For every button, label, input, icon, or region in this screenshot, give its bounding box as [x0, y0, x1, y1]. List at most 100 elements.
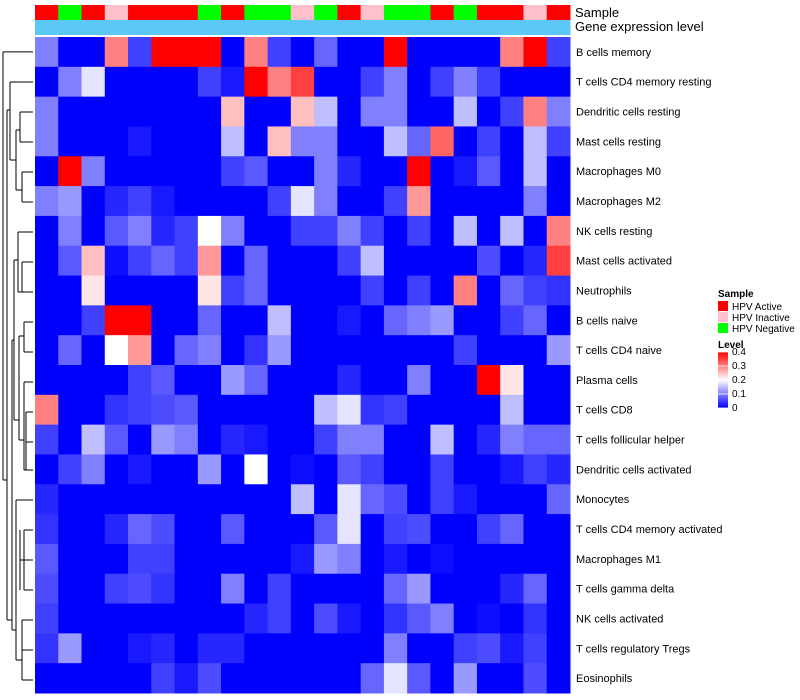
- heatmap-cell: [383, 156, 408, 187]
- heatmap-cell: [267, 335, 292, 366]
- heatmap-cell: [104, 335, 129, 366]
- heatmap-cell: [267, 66, 292, 98]
- heatmap-cell: [151, 633, 176, 664]
- heatmap-cell: [500, 454, 524, 485]
- heatmap-cell: [197, 484, 222, 515]
- sample-annotation-cell: [244, 5, 269, 20]
- heatmap-cell: [174, 633, 199, 664]
- heatmap-cell: [197, 305, 222, 336]
- level-tick-label: 0.1: [732, 389, 746, 400]
- heatmap-cell: [244, 275, 269, 306]
- heatmap-cell: [128, 126, 152, 157]
- level-tick-label: 0.3: [732, 361, 746, 372]
- heatmap-cell: [337, 245, 362, 277]
- heatmap-cell: [430, 394, 455, 426]
- heatmap-cell: [81, 424, 106, 455]
- heatmap-cell: [221, 305, 245, 336]
- heatmap-cell: [174, 514, 199, 545]
- heatmap-cell: [128, 365, 152, 396]
- heatmap-cell: [290, 96, 315, 127]
- heatmap-cell: [360, 305, 385, 336]
- heatmap-cell: [104, 275, 129, 306]
- heatmap-cell: [35, 186, 59, 217]
- expression-annotation-cell: [337, 20, 362, 35]
- heatmap-cell: [407, 663, 431, 694]
- heatmap-cell: [314, 365, 338, 396]
- heatmap-cell: [267, 365, 292, 396]
- sample-annotation-cell: [128, 5, 152, 20]
- heatmap-cell: [290, 543, 315, 575]
- heatmap-cell: [360, 156, 385, 187]
- heatmap-cell: [407, 126, 431, 157]
- heatmap-cell: [151, 66, 176, 98]
- expression-annotation-cell: [546, 20, 571, 35]
- heatmap-cell: [174, 66, 199, 98]
- heatmap-cell: [314, 633, 338, 664]
- heatmap-cell: [523, 126, 548, 157]
- heatmap-cell: [174, 394, 199, 426]
- heatmap-cell: [174, 37, 199, 68]
- heatmap-cell: [244, 215, 269, 247]
- heatmap-cell: [221, 633, 245, 664]
- heatmap-cell: [221, 37, 245, 68]
- heatmap-cell: [430, 156, 455, 187]
- heatmap-cell: [337, 305, 362, 336]
- heatmap-cell: [430, 484, 455, 515]
- heatmap-cell: [197, 365, 222, 396]
- heatmap-cell: [197, 215, 222, 247]
- heatmap-cell: [151, 663, 176, 694]
- heatmap-cell: [430, 305, 455, 336]
- heatmap-cell: [267, 543, 292, 575]
- heatmap-cell: [500, 394, 524, 426]
- heatmap-cell: [360, 186, 385, 217]
- heatmap-cell: [383, 245, 408, 277]
- heatmap-cell: [244, 663, 269, 694]
- heatmap-cell: [337, 514, 362, 545]
- heatmap-cell: [35, 633, 59, 664]
- heatmap-cell: [81, 156, 106, 187]
- heatmap-cell: [267, 663, 292, 694]
- heatmap-cell: [337, 663, 362, 694]
- heatmap-cell: [197, 96, 222, 127]
- heatmap-cell: [546, 484, 571, 515]
- heatmap-cell: [221, 573, 245, 605]
- row-label: Monocytes: [576, 494, 630, 506]
- expression-annotation-cell: [197, 20, 222, 35]
- heatmap-cell: [290, 186, 315, 217]
- heatmap-cell: [500, 603, 524, 634]
- heatmap-cell: [407, 186, 431, 217]
- heatmap-cell: [383, 215, 408, 247]
- heatmap-cell: [523, 514, 548, 545]
- heatmap-cell: [58, 514, 83, 545]
- heatmap-cell: [407, 156, 431, 187]
- heatmap-cell: [267, 484, 292, 515]
- heatmap-cell: [546, 603, 571, 634]
- heatmap-cell: [35, 37, 59, 68]
- heatmap-cell: [314, 424, 338, 455]
- row-label: Macrophages M0: [576, 166, 661, 178]
- heatmap-cell: [128, 335, 152, 366]
- legend-entry: HPV Inactive: [732, 313, 790, 324]
- heatmap-cell: [128, 275, 152, 306]
- heatmap-cell: [337, 126, 362, 157]
- heatmap-cell: [453, 245, 478, 277]
- heatmap-cell: [58, 424, 83, 455]
- heatmap-cell: [476, 573, 501, 605]
- heatmap-cell: [453, 633, 478, 664]
- heatmap-cell: [174, 663, 199, 694]
- heatmap-cell: [104, 424, 129, 455]
- heatmap-cell: [221, 365, 245, 396]
- heatmap-cell: [35, 156, 59, 187]
- heatmap-cell: [221, 335, 245, 366]
- heatmap-cell: [35, 96, 59, 127]
- heatmap-cell: [476, 663, 501, 694]
- expression-annotation-cell: [523, 20, 548, 35]
- heatmap-cell: [151, 424, 176, 455]
- expression-annotation-cell: [58, 20, 83, 35]
- expression-annotation-cell: [35, 20, 59, 35]
- sample-annotation-cell: [81, 5, 106, 20]
- heatmap-cell: [267, 37, 292, 68]
- heatmap-cell: [267, 186, 292, 217]
- heatmap-cell: [151, 543, 176, 575]
